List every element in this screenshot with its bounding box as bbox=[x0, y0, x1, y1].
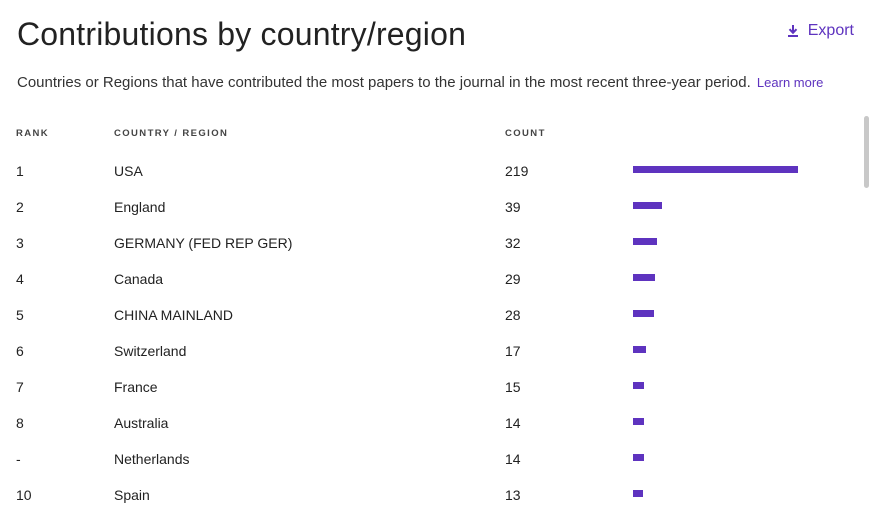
export-label: Export bbox=[807, 22, 854, 39]
vertical-scrollbar[interactable] bbox=[864, 116, 869, 188]
rank-cell: 6 bbox=[16, 343, 24, 359]
country-cell: GERMANY (FED REP GER) bbox=[114, 235, 293, 251]
rank-cell: 5 bbox=[16, 307, 24, 323]
page-description: Countries or Regions that have contribut… bbox=[17, 74, 862, 91]
table-row: 5 CHINA MAINLAND 28 bbox=[0, 296, 862, 332]
count-cell: 32 bbox=[505, 235, 521, 251]
rank-cell: - bbox=[16, 451, 21, 467]
rank-cell: 3 bbox=[16, 235, 24, 251]
count-bar bbox=[633, 274, 655, 281]
country-cell: Switzerland bbox=[114, 343, 187, 359]
count-bar bbox=[633, 346, 646, 353]
count-cell: 14 bbox=[505, 415, 521, 431]
count-bar bbox=[633, 382, 644, 389]
count-cell: 28 bbox=[505, 307, 521, 323]
country-cell: CHINA MAINLAND bbox=[114, 307, 234, 323]
count-cell: 17 bbox=[505, 343, 521, 359]
table-row: 7 France 15 bbox=[0, 368, 862, 404]
description-text: Countries or Regions that have contribut… bbox=[17, 74, 751, 91]
count-bar bbox=[633, 418, 644, 425]
count-bar bbox=[633, 490, 643, 497]
header-country[interactable]: COUNTRY / REGION bbox=[114, 128, 229, 139]
rank-cell: 7 bbox=[16, 379, 24, 395]
table-row: 8 Australia 14 bbox=[0, 404, 862, 440]
count-bar bbox=[633, 166, 798, 173]
table-row: - Netherlands 14 bbox=[0, 440, 862, 476]
country-cell: Netherlands bbox=[114, 451, 190, 467]
count-cell: 29 bbox=[505, 271, 521, 287]
country-cell: France bbox=[114, 379, 158, 395]
count-bar bbox=[633, 454, 644, 461]
count-cell: 219 bbox=[505, 163, 529, 179]
rank-cell: 4 bbox=[16, 271, 24, 287]
country-table: 1 USA 219 2 England 39 3 GERMANY (FED RE… bbox=[0, 152, 862, 512]
count-cell: 13 bbox=[505, 487, 521, 503]
count-cell: 14 bbox=[505, 451, 521, 467]
country-cell: Spain bbox=[114, 487, 150, 503]
page-title: Contributions by country/region bbox=[17, 16, 467, 52]
table-row: 3 GERMANY (FED REP GER) 32 bbox=[0, 224, 862, 260]
count-bar bbox=[633, 238, 657, 245]
table-row: 10 Spain 13 bbox=[0, 476, 862, 512]
count-cell: 15 bbox=[505, 379, 521, 395]
count-cell: 39 bbox=[505, 199, 521, 215]
rank-cell: 8 bbox=[16, 415, 24, 431]
header-count[interactable]: COUNT bbox=[505, 128, 546, 139]
learn-more-link[interactable]: Learn more bbox=[756, 75, 824, 90]
rank-cell: 2 bbox=[16, 199, 24, 215]
country-cell: England bbox=[114, 199, 166, 215]
count-bar bbox=[633, 310, 654, 317]
table-row: 6 Switzerland 17 bbox=[0, 332, 862, 368]
export-button[interactable]: Export bbox=[786, 22, 854, 40]
count-bar bbox=[633, 202, 662, 209]
rank-cell: 1 bbox=[16, 163, 24, 179]
country-cell: Australia bbox=[114, 415, 169, 431]
header-rank[interactable]: RANK bbox=[16, 128, 50, 139]
rank-cell: 10 bbox=[16, 487, 32, 503]
table-row: 1 USA 219 bbox=[0, 152, 862, 188]
table-row: 4 Canada 29 bbox=[0, 260, 862, 296]
download-icon bbox=[787, 25, 798, 37]
country-cell: Canada bbox=[114, 271, 164, 287]
country-cell: USA bbox=[114, 163, 143, 179]
table-row: 2 England 39 bbox=[0, 188, 862, 224]
